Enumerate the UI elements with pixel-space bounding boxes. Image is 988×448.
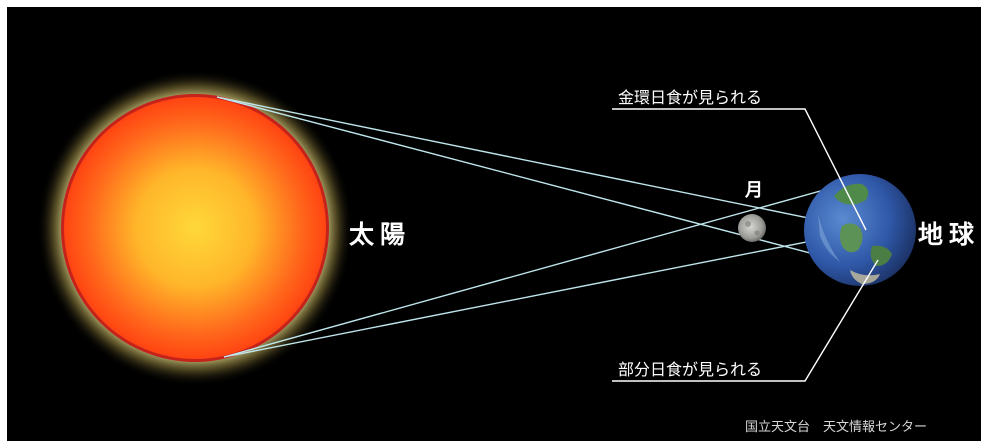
credit-label: 国立天文台 天文情報センター [745, 420, 927, 435]
moon-icon [738, 214, 766, 242]
partial-eclipse-label: 部分日食が見られる [618, 360, 762, 379]
sun-disc-icon [37, 70, 353, 386]
earth-globe-icon [804, 174, 916, 286]
annular-pointer [612, 108, 867, 231]
partial-pointer [612, 259, 879, 382]
annotation-pointers [612, 108, 879, 382]
earth-label: 地球 [918, 220, 980, 249]
ray-bottom-to-earth-top [223, 177, 868, 358]
ray-bottom-to-earth-center [223, 229, 868, 358]
sun-label: 太陽 [349, 220, 411, 249]
annular-eclipse-label: 金環日食が見られる [618, 88, 762, 107]
moon-label: 月 [744, 180, 763, 201]
